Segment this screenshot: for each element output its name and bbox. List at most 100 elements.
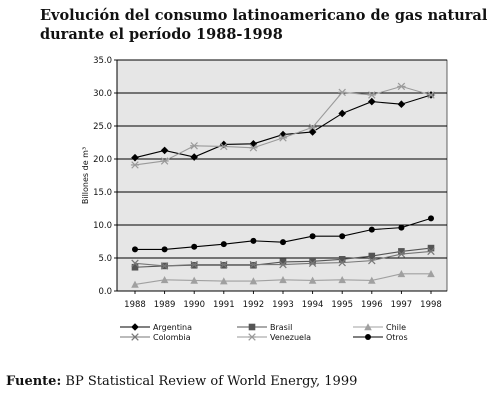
legend-marker-colombia [131,333,139,341]
diamond-marker [338,109,346,118]
triangle-marker [368,276,376,284]
legend-label-otros: Otros [386,333,408,342]
square-marker [248,323,256,331]
data-point-venezuela [426,91,436,99]
square-marker [427,244,435,252]
data-point-brasil [131,263,139,271]
x-marker-stroke [368,256,376,265]
diamond-marker [279,130,287,139]
x-tick-label: 1998 [420,300,442,310]
y-axis-label: Billones de m³ [81,147,90,204]
square-marker [368,252,376,260]
data-point-chile [397,270,406,278]
data-point-otros [191,243,198,250]
plot-border [116,59,448,292]
data-point-otros [339,233,346,240]
circle-marker [339,233,346,240]
source-note: Fuente: BP Statistical Review of World E… [6,374,357,389]
legend-marker-argentina [131,323,139,331]
data-point-chile [249,277,258,285]
data-point-venezuela [160,157,169,165]
data-point-argentina [397,100,406,109]
data-point-colombia [368,256,376,265]
legend-marker-venezuela [247,333,257,341]
chart-title-line-1: Evolución del consumo latinoamericano de… [40,7,487,24]
x-marker-stroke [279,260,287,269]
data-point-colombia [190,260,198,269]
data-point-argentina [368,97,376,106]
data-point-venezuela [367,91,376,99]
legend-label-argentina: Argentina [153,323,192,332]
y-tick-label: 5.0 [98,254,112,264]
data-point-brasil [279,258,287,266]
x-marker-stroke [131,259,139,268]
triangle-marker [131,280,139,288]
x-marker-stroke [190,260,198,269]
data-point-colombia [249,260,258,269]
x-tick-label: 1989 [154,300,176,310]
data-point-otros [220,241,227,248]
data-point-venezuela [190,142,199,150]
circle-marker [365,334,371,340]
circle-marker [280,239,286,246]
y-tick-label: 0.0 [98,287,112,297]
data-point-colombia [160,262,169,270]
data-point-brasil [398,248,405,255]
data-point-chile [338,275,346,284]
data-point-colombia [427,247,435,256]
square-marker [309,258,316,265]
data-point-chile [190,276,198,284]
square-marker [338,256,346,263]
triangle-marker [427,270,435,278]
circle-marker [398,224,405,231]
data-point-venezuela [397,82,406,91]
data-point-colombia [220,260,228,269]
data-point-chile [427,270,435,278]
triangle-marker [279,275,287,284]
diamond-marker [160,146,169,155]
data-point-colombia [308,259,317,268]
circle-marker [132,246,138,253]
data-point-argentina [131,153,139,162]
x-marker-stroke [220,260,228,269]
y-tick-label: 25.0 [93,122,112,132]
data-point-venezuela [249,144,258,152]
x-tick-label: 1996 [361,300,383,310]
x-marker-stroke [338,258,346,267]
y-tick-label: 20.0 [93,155,112,165]
x-tick-label: 1988 [124,300,146,310]
diamond-marker [131,153,139,162]
chart-title-line-2: durante el período 1988-1998 [40,26,283,43]
x-tick-label: 1992 [243,300,265,310]
data-point-colombia [338,258,346,267]
circle-marker [161,246,168,253]
diamond-marker [190,153,198,161]
data-point-argentina [220,140,228,149]
circle-marker [250,237,257,244]
diamond-marker [220,140,228,149]
data-point-otros [161,246,168,253]
x-marker-stroke [249,260,258,269]
triangle-marker [364,323,372,331]
legend-label-colombia: Colombia [153,333,191,342]
x-marker-stroke [131,333,139,341]
legend-marker-brasil [248,323,256,331]
data-point-otros [280,239,286,246]
diamond-marker [397,100,406,109]
x-tick-label: 1993 [272,300,294,310]
y-tick-label: 30.0 [93,89,112,99]
x-tick-label: 1990 [183,300,205,310]
data-point-colombia [397,250,406,258]
triangle-marker [397,270,406,278]
circle-marker [220,241,227,248]
triangle-marker [220,277,228,285]
triangle-marker [160,275,169,284]
legend-label-chile: Chile [386,323,406,332]
square-marker [131,263,139,271]
data-point-argentina [190,153,198,161]
data-point-venezuela [130,161,140,169]
x-tick-label: 1994 [302,300,324,310]
x-marker-stroke [397,250,406,258]
x-marker-stroke [160,262,169,270]
triangle-marker [308,276,317,284]
